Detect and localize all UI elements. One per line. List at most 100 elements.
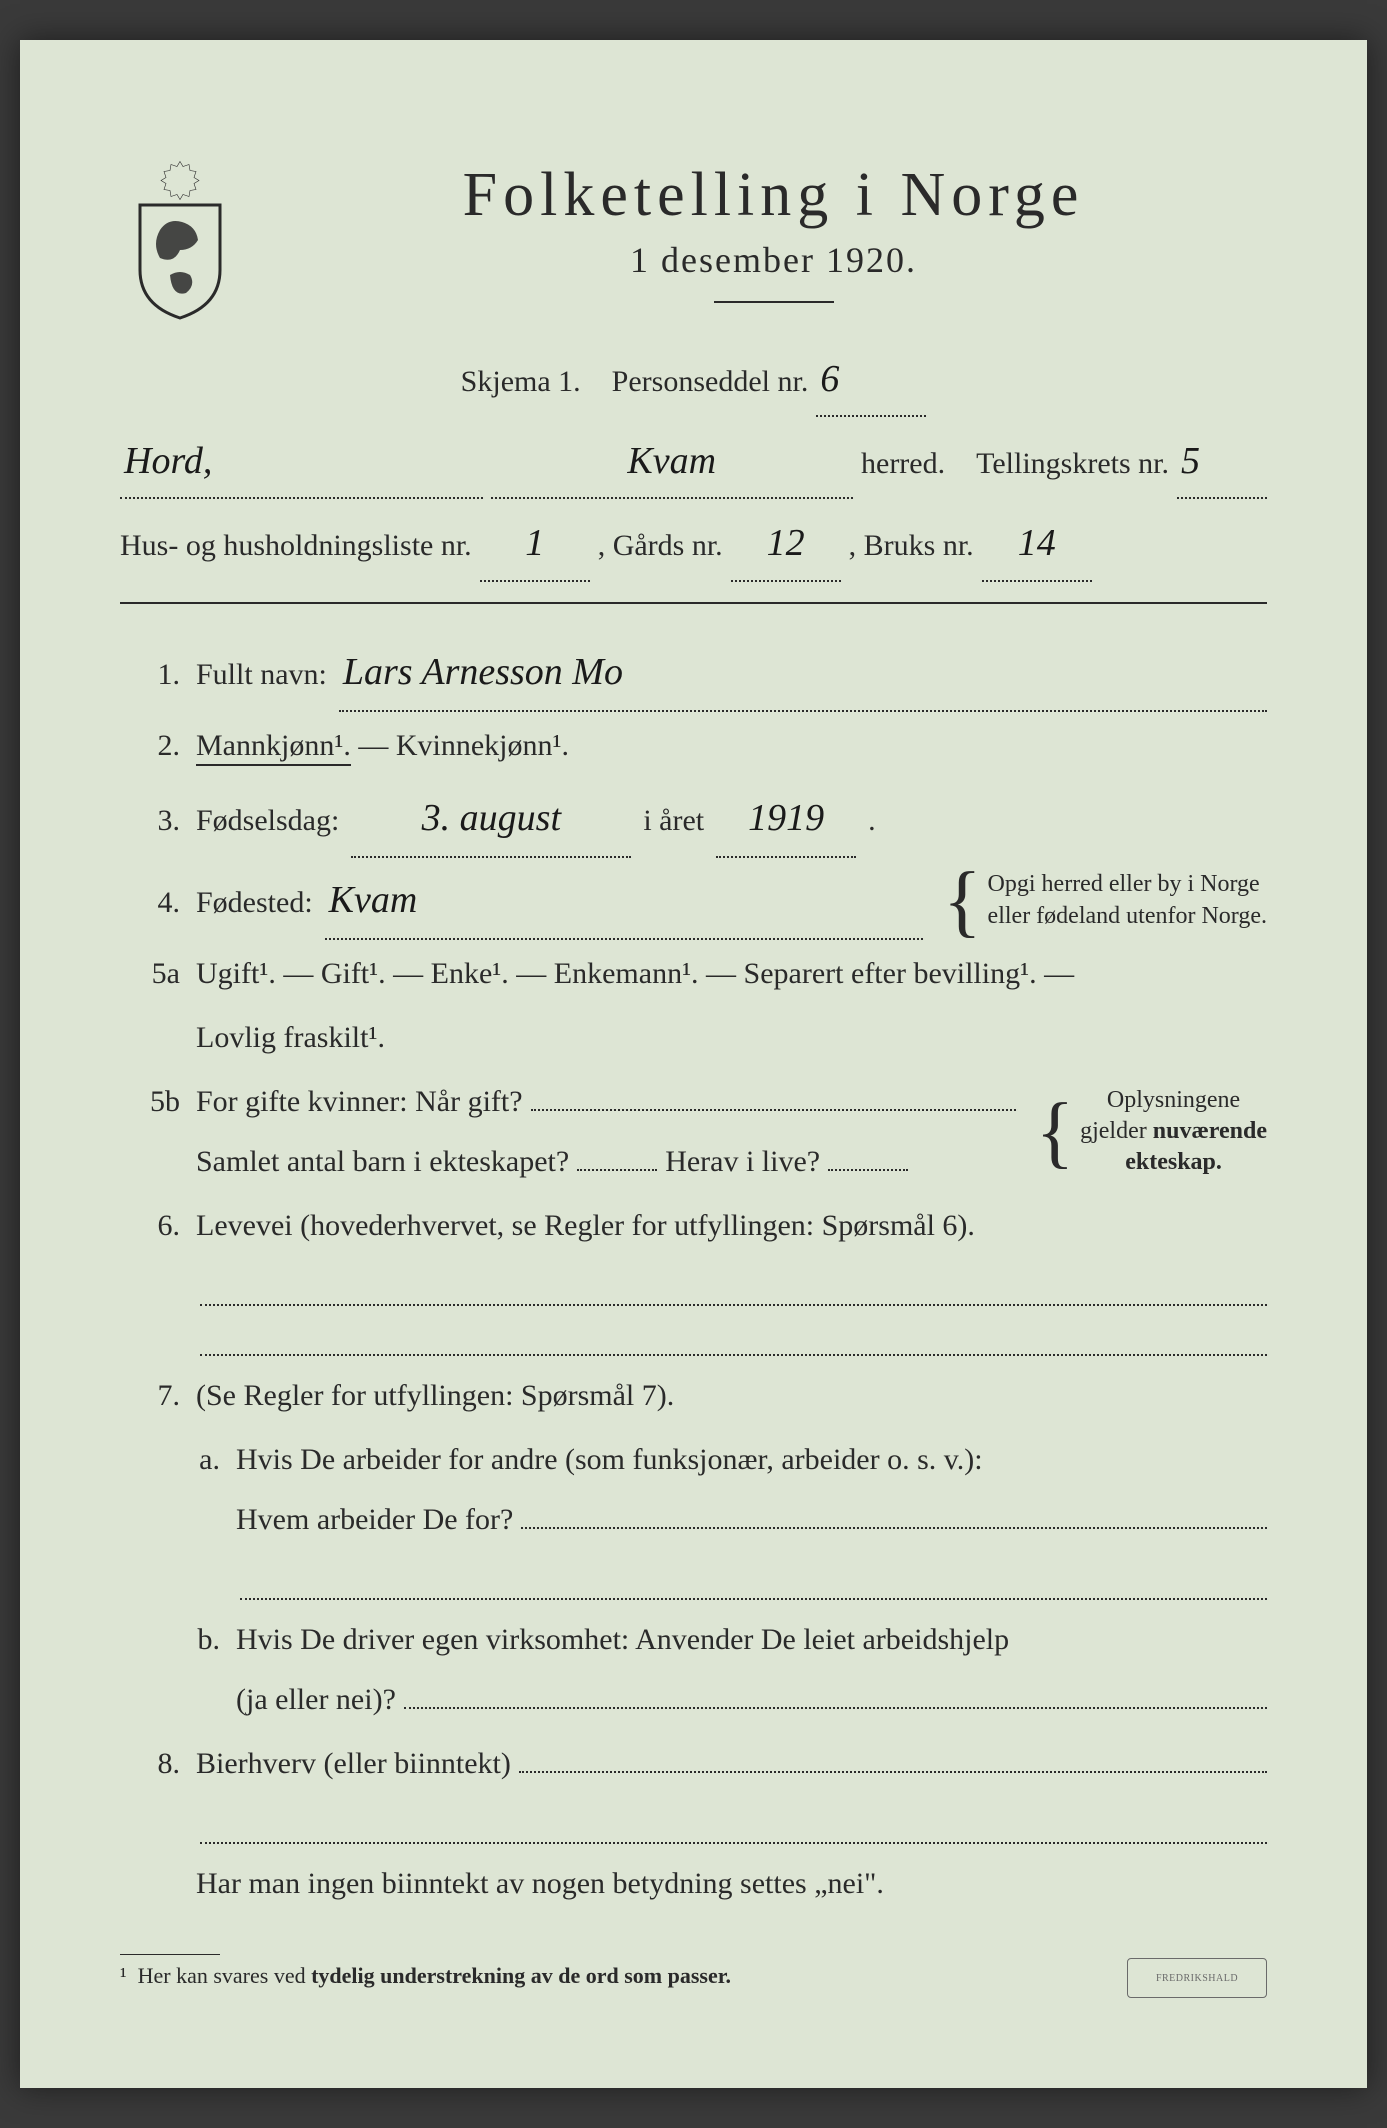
q7a-blank [240, 1560, 1267, 1600]
q5a-text2: Lovlig fraskilt¹. [196, 1021, 385, 1054]
q4-value: Kvam [329, 879, 418, 921]
footer-hint-row: Har man ingen biinntekt av nogen betydni… [120, 1854, 1267, 1914]
q1-field: Lars Arnesson Mo [339, 634, 1267, 712]
footnote: ¹ Her kan svares ved tydelig understrekn… [120, 1954, 1267, 1989]
bruks-value: 14 [1018, 522, 1056, 564]
q4-note2: eller fødeland utenfor Norge. [988, 901, 1267, 932]
personseddel-label: Personseddel nr. [612, 353, 809, 410]
personseddel-value: 6 [820, 358, 839, 400]
q7b-l2: (ja eller nei)? [236, 1670, 396, 1730]
gards-value: 12 [767, 522, 805, 564]
husliste-field: 1 [480, 507, 590, 581]
q6-blank2 [200, 1316, 1267, 1356]
q3-year-field: 1919 [716, 780, 856, 858]
q5b-note1: Oplysningene [1080, 1085, 1267, 1116]
q4-row: 4. Fødested: Kvam { Opgi herred eller by… [120, 862, 1267, 940]
title-block: Folketelling i Norge 1 desember 1920. [280, 160, 1267, 333]
q7a-l2: Hvem arbeider De for? [236, 1490, 513, 1550]
q6-blank1 [200, 1266, 1267, 1306]
skjema-label: Skjema 1. [461, 353, 581, 410]
q7b-num: b. [160, 1610, 220, 1670]
q5b-num: 5b [120, 1072, 180, 1132]
census-form-page: Folketelling i Norge 1 desember 1920. Sk… [20, 40, 1367, 2088]
q4-note1: Opgi herred eller by i Norge [988, 869, 1267, 900]
q5b-sidenote: Oplysningene gjelder nuværende ekteskap. [1080, 1085, 1267, 1179]
q1-value: Lars Arnesson Mo [343, 651, 623, 693]
q6-num: 6. [120, 1196, 180, 1256]
gards-label: , Gårds nr. [598, 517, 723, 574]
footer-hint: Har man ingen biinntekt av nogen betydni… [196, 1854, 1267, 1914]
region-hand-2: Kvam [627, 440, 716, 482]
q1-num: 1. [120, 645, 180, 705]
printer-stamp: FREDRIKSHALD [1127, 1958, 1267, 1998]
skjema-row: Skjema 1. Personseddel nr. 6 [120, 343, 1267, 417]
q5b-l2b: Herav i live? [665, 1132, 820, 1192]
q4-sidenote: Opgi herred eller by i Norge eller fødel… [988, 869, 1267, 931]
personseddel-field: 6 [816, 343, 926, 417]
hus-row: Hus- og husholdningsliste nr. 1 , Gårds … [120, 507, 1267, 581]
q2-num: 2. [120, 716, 180, 776]
q3-mid: i året [643, 791, 704, 851]
q6-text: Levevei (hovederhvervet, se Regler for u… [196, 1209, 975, 1242]
q5b-l2-field1 [577, 1169, 657, 1171]
header: Folketelling i Norge 1 desember 1920. [120, 160, 1267, 333]
gards-field: 12 [731, 507, 841, 581]
q1-label: Fullt navn: [196, 645, 327, 705]
q7b-row: b. Hvis De driver egen virksomhet: Anven… [160, 1610, 1267, 1730]
footnote-num: ¹ [120, 1963, 127, 1988]
q2-selected: Mannkjønn¹. [196, 729, 351, 766]
q4-field: Kvam [325, 862, 923, 940]
q5a-row2: Lovlig fraskilt¹. [120, 1008, 1267, 1068]
q7b-l1: Hvis De driver egen virksomhet: Anvender… [236, 1610, 1267, 1670]
q3-day-value: 3. august [422, 797, 561, 839]
q5b-note3: ekteskap. [1080, 1147, 1267, 1178]
q3-year-value: 1919 [748, 797, 824, 839]
q3-num: 3. [120, 791, 180, 851]
brace-icon-2: { [1036, 1100, 1074, 1164]
q5b-note2: gjelder nuværende [1080, 1116, 1267, 1147]
q7a-l1: Hvis De arbeider for andre (som funksjon… [236, 1430, 1267, 1490]
q7b-field [404, 1707, 1267, 1709]
region-field-2: Kvam [491, 425, 854, 499]
coat-of-arms-icon [120, 160, 240, 320]
q5a-num: 5a [120, 944, 180, 1004]
q5b-l2-field2 [828, 1169, 908, 1171]
q8-num: 8. [120, 1734, 180, 1794]
main-divider [120, 602, 1267, 604]
q7a-num: a. [160, 1430, 220, 1490]
footnote-text: Her kan svares ved tydelig understreknin… [138, 1963, 731, 1988]
q7-intro: (Se Regler for utfyllingen: Spørsmål 7). [196, 1379, 674, 1412]
q5b-l1a: For gifte kvinner: Når gift? [196, 1072, 523, 1132]
region-hand-1: Hord, [124, 440, 212, 482]
q6-row: 6. Levevei (hovederhvervet, se Regler fo… [120, 1196, 1267, 1256]
q3-label: Fødselsdag: [196, 791, 339, 851]
q8-field [519, 1771, 1267, 1773]
main-title: Folketelling i Norge [280, 160, 1267, 231]
q5b-row: 5b For gifte kvinner: Når gift? Samlet a… [120, 1072, 1267, 1192]
q5a-text: Ugift¹. — Gift¹. — Enke¹. — Enkemann¹. —… [196, 957, 1074, 990]
q5b-l2a: Samlet antal barn i ekteskapet? [196, 1132, 569, 1192]
subtitle: 1 desember 1920. [280, 239, 1267, 281]
q3-dot: . [868, 791, 876, 851]
q5b-l1-field [531, 1109, 1016, 1111]
q4-label: Fødested: [196, 873, 313, 933]
region-field-1: Hord, [120, 425, 483, 499]
bruks-field: 14 [982, 507, 1092, 581]
q7a-row: a. Hvis De arbeider for andre (som funks… [160, 1430, 1267, 1550]
q2-row: 2. Mannkjønn¹. — Kvinnekjønn¹. [120, 716, 1267, 776]
tellingskrets-field: 5 [1177, 425, 1267, 499]
tellingskrets-value: 5 [1181, 440, 1200, 482]
title-divider [714, 301, 834, 303]
q3-day-field: 3. august [351, 780, 631, 858]
footnote-rule [120, 1954, 220, 1955]
tellingskrets-label: Tellingskrets nr. [976, 435, 1169, 492]
q7-row: 7. (Se Regler for utfyllingen: Spørsmål … [120, 1366, 1267, 1426]
bruks-label: , Bruks nr. [849, 517, 974, 574]
q5a-row: 5a Ugift¹. — Gift¹. — Enke¹. — Enkemann¹… [120, 944, 1267, 1004]
crest-svg [120, 160, 240, 320]
q8-label: Bierhverv (eller biinntekt) [196, 1734, 511, 1794]
herred-row: Hord, Kvam herred. Tellingskrets nr. 5 [120, 425, 1267, 499]
husliste-value: 1 [525, 522, 544, 564]
husliste-label: Hus- og husholdningsliste nr. [120, 517, 472, 574]
q4-num: 4. [120, 873, 180, 933]
